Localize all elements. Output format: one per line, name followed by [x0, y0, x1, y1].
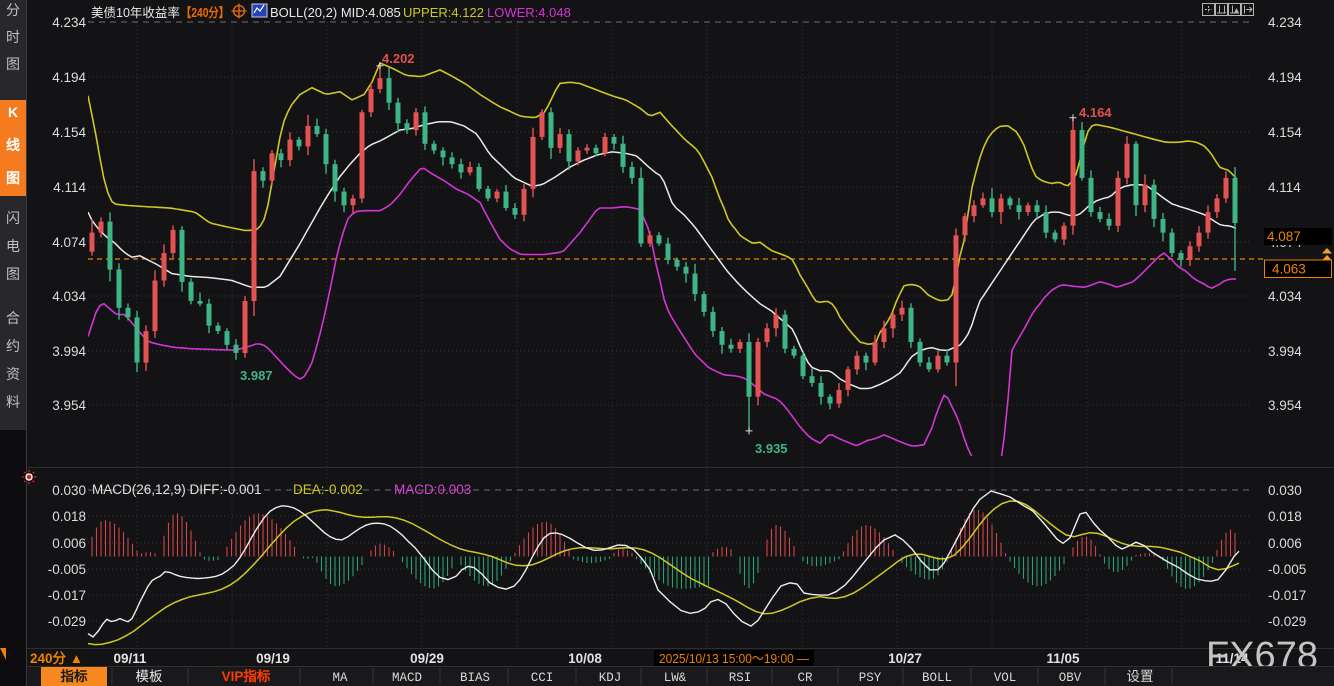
- svg-text:资: 资: [6, 366, 20, 382]
- svg-text:约: 约: [6, 338, 20, 354]
- svg-text:11/05: 11/05: [1046, 651, 1080, 666]
- svg-text:4.034: 4.034: [52, 289, 86, 304]
- svg-text:0.018: 0.018: [1268, 509, 1302, 524]
- svg-text:LW&: LW&: [664, 671, 687, 685]
- svg-text:MACD(26,12,9) DIFF:-0.001: MACD(26,12,9) DIFF:-0.001: [92, 482, 262, 497]
- svg-text:09/11: 09/11: [113, 651, 147, 666]
- svg-text:4.202: 4.202: [382, 51, 415, 66]
- svg-text:时: 时: [6, 29, 20, 45]
- svg-text:料: 料: [6, 394, 20, 410]
- svg-text:4.164: 4.164: [1079, 105, 1112, 120]
- svg-text:MACD:0.003: MACD:0.003: [394, 482, 471, 497]
- svg-text:0.006: 0.006: [52, 536, 86, 551]
- svg-text:-0.005: -0.005: [1268, 562, 1306, 577]
- svg-text:指标: 指标: [61, 668, 88, 684]
- svg-text:线: 线: [6, 137, 20, 153]
- svg-text:-0.005: -0.005: [48, 562, 86, 577]
- svg-text:10/27: 10/27: [888, 651, 922, 666]
- svg-text:3.994: 3.994: [52, 344, 86, 359]
- svg-text:闪: 闪: [6, 210, 20, 226]
- svg-text:CR: CR: [797, 671, 813, 685]
- svg-text:-0.017: -0.017: [1268, 588, 1306, 603]
- svg-text:图: 图: [6, 170, 20, 186]
- svg-text:OBV: OBV: [1059, 671, 1082, 685]
- svg-text:3.935: 3.935: [755, 441, 788, 456]
- svg-text:DEA:-0.002: DEA:-0.002: [293, 482, 363, 497]
- svg-text:图: 图: [6, 266, 20, 282]
- svg-text:0.030: 0.030: [1268, 483, 1302, 498]
- svg-text:4.087: 4.087: [1267, 229, 1301, 244]
- svg-text:4.074: 4.074: [52, 235, 86, 250]
- svg-text:0.006: 0.006: [1268, 536, 1302, 551]
- svg-text:PSY: PSY: [859, 671, 882, 685]
- svg-text:MA: MA: [332, 671, 348, 685]
- svg-text:4.194: 4.194: [1268, 70, 1302, 85]
- svg-text:MACD: MACD: [392, 671, 422, 685]
- svg-text:2025/10/13 15:00～19:00 —: 2025/10/13 15:00～19:00 —: [659, 651, 809, 666]
- svg-text:VIP指标: VIP指标: [222, 668, 271, 684]
- svg-text:3.987: 3.987: [240, 368, 273, 383]
- svg-text:图: 图: [6, 56, 20, 72]
- svg-text:09/19: 09/19: [256, 651, 290, 666]
- svg-text:4.234: 4.234: [52, 15, 86, 30]
- svg-text:4.063: 4.063: [1272, 262, 1306, 277]
- svg-text:CCI: CCI: [531, 671, 554, 685]
- svg-text:11/14: 11/14: [1215, 651, 1249, 666]
- svg-text:09/29: 09/29: [410, 651, 444, 666]
- svg-text:美债10年收益率: 美债10年收益率: [91, 5, 180, 20]
- svg-text:RSI: RSI: [729, 671, 752, 685]
- svg-text:BOLL: BOLL: [922, 671, 952, 685]
- svg-text:4.154: 4.154: [1268, 125, 1302, 140]
- svg-text:240分 ▲: 240分 ▲: [30, 651, 83, 666]
- svg-text:-0.029: -0.029: [48, 614, 86, 629]
- svg-text:-0.017: -0.017: [48, 588, 86, 603]
- svg-text:0.030: 0.030: [52, 483, 86, 498]
- svg-text:设置: 设置: [1127, 669, 1154, 684]
- svg-text:4.154: 4.154: [52, 125, 86, 140]
- svg-text:0.018: 0.018: [52, 509, 86, 524]
- svg-text:4.194: 4.194: [52, 70, 86, 85]
- svg-text:10/08: 10/08: [568, 651, 602, 666]
- svg-text:分: 分: [6, 2, 20, 18]
- svg-text:电: 电: [6, 238, 20, 254]
- svg-text:4.114: 4.114: [53, 180, 86, 195]
- svg-text:VOL: VOL: [994, 671, 1017, 685]
- svg-text:3.954: 3.954: [1268, 398, 1302, 413]
- svg-text:K: K: [8, 104, 18, 120]
- svg-text:KDJ: KDJ: [599, 671, 622, 685]
- svg-text:3.994: 3.994: [1268, 344, 1302, 359]
- svg-text:BIAS: BIAS: [460, 671, 490, 685]
- svg-text:BOLL(20,2) MID:4.085: BOLL(20,2) MID:4.085: [270, 5, 401, 20]
- svg-text:模板: 模板: [136, 669, 163, 684]
- svg-text:-0.029: -0.029: [1268, 614, 1306, 629]
- svg-text:LOWER:4.048: LOWER:4.048: [487, 5, 571, 20]
- svg-text:UPPER:4.122: UPPER:4.122: [403, 5, 484, 20]
- svg-text:4.114: 4.114: [1268, 180, 1301, 195]
- svg-text:4.034: 4.034: [1268, 289, 1302, 304]
- svg-text:合: 合: [6, 310, 20, 326]
- svg-text:3.954: 3.954: [52, 398, 86, 413]
- svg-text:【240分】: 【240分】: [181, 5, 229, 20]
- svg-text:4.234: 4.234: [1268, 15, 1302, 30]
